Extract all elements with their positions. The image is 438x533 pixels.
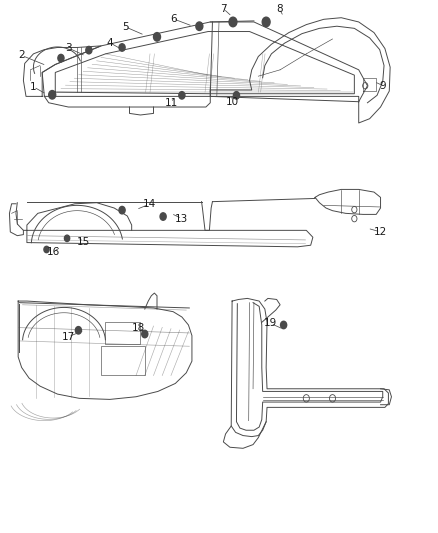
- Bar: [101, 346, 145, 375]
- Circle shape: [64, 235, 70, 241]
- Circle shape: [142, 330, 148, 338]
- Circle shape: [179, 92, 185, 99]
- Circle shape: [44, 246, 49, 253]
- Text: 13: 13: [175, 214, 188, 224]
- Text: 19: 19: [264, 318, 277, 328]
- Circle shape: [233, 92, 240, 99]
- Text: 18: 18: [131, 322, 145, 333]
- Text: 2: 2: [18, 51, 25, 60]
- Circle shape: [196, 22, 203, 30]
- Text: 11: 11: [164, 98, 177, 108]
- Text: 12: 12: [374, 227, 387, 237]
- Text: 8: 8: [276, 4, 283, 14]
- Text: 4: 4: [106, 38, 113, 47]
- Circle shape: [75, 327, 81, 334]
- Text: 16: 16: [46, 247, 60, 257]
- Text: 7: 7: [220, 4, 227, 14]
- Circle shape: [119, 206, 125, 214]
- Text: 17: 17: [62, 332, 75, 342]
- Text: 6: 6: [170, 14, 177, 24]
- Text: 9: 9: [380, 81, 386, 91]
- Circle shape: [160, 213, 166, 220]
- Text: 5: 5: [122, 22, 128, 32]
- Circle shape: [58, 54, 64, 62]
- Text: 10: 10: [226, 96, 239, 107]
- Text: 3: 3: [65, 43, 72, 53]
- Circle shape: [229, 17, 237, 27]
- Bar: [106, 322, 141, 344]
- Text: 14: 14: [142, 199, 156, 209]
- Circle shape: [281, 321, 287, 329]
- Text: 1: 1: [30, 82, 37, 92]
- Circle shape: [153, 33, 160, 41]
- Text: 15: 15: [77, 237, 90, 247]
- Circle shape: [86, 46, 92, 54]
- Circle shape: [262, 17, 270, 27]
- Circle shape: [119, 44, 125, 51]
- Circle shape: [49, 91, 56, 99]
